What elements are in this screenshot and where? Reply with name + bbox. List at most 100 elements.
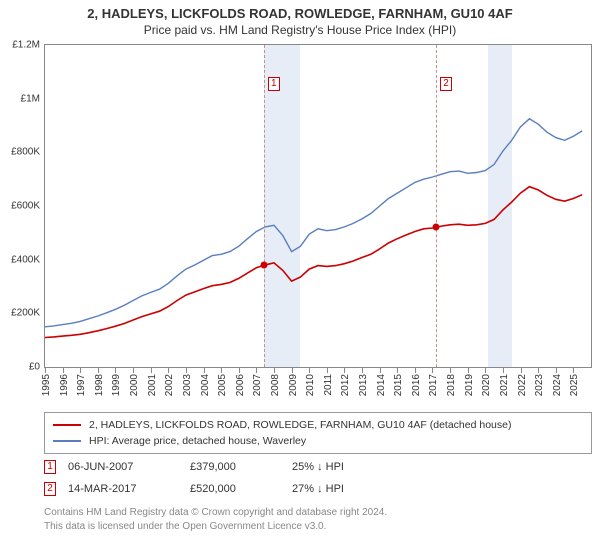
sale-index-box: 1: [44, 460, 56, 474]
x-tick: [256, 368, 257, 373]
sale-vline: [264, 45, 265, 367]
x-tick: [415, 368, 416, 373]
y-tick-label: £200K: [11, 308, 40, 319]
x-tick-label: 2019: [464, 374, 475, 396]
x-tick: [115, 368, 116, 373]
legend-box: 2, HADLEYS, LICKFOLDS ROAD, ROWLEDGE, FA…: [44, 412, 592, 454]
x-tick: [204, 368, 205, 373]
legend-item: HPI: Average price, detached house, Wave…: [53, 433, 583, 449]
x-tick: [151, 368, 152, 373]
sales-list: 1 06-JUN-2007 £379,000 25% ↓ HPI 2 14-MAR-201…: [44, 456, 592, 500]
x-tick: [468, 368, 469, 373]
sale-price: £520,000: [190, 483, 280, 495]
chart-titles: 2, HADLEYS, LICKFOLDS ROAD, ROWLEDGE, FA…: [0, 0, 600, 37]
legend-swatch: [53, 440, 81, 442]
x-tick-label: 2021: [499, 374, 510, 396]
x-tick-label: 2001: [147, 374, 158, 396]
x-tick: [521, 368, 522, 373]
x-tick: [186, 368, 187, 373]
sale-dot: [260, 262, 267, 269]
legend-label: 2, HADLEYS, LICKFOLDS ROAD, ROWLEDGE, FA…: [89, 419, 511, 431]
x-tick-label: 2018: [446, 374, 457, 396]
sale-marker-label: 2: [440, 77, 452, 91]
legend-label: HPI: Average price, detached house, Wave…: [89, 435, 306, 447]
x-tick-label: 2000: [129, 374, 140, 396]
sale-date: 06-JUN-2007: [68, 461, 178, 473]
x-tick-label: 2020: [481, 374, 492, 396]
x-tick-label: 1998: [94, 374, 105, 396]
series-subject: [45, 187, 582, 338]
x-tick: [503, 368, 504, 373]
x-tick: [309, 368, 310, 373]
sale-dot: [433, 224, 440, 231]
y-tick-label: £400K: [11, 254, 40, 265]
line-series-svg: [45, 45, 591, 367]
x-tick-label: 2005: [217, 374, 228, 396]
x-tick-label: 2010: [305, 374, 316, 396]
x-tick: [380, 368, 381, 373]
x-tick: [573, 368, 574, 373]
sale-date: 14-MAR-2017: [68, 483, 178, 495]
x-tick: [327, 368, 328, 373]
x-tick: [239, 368, 240, 373]
y-axis: £0£200K£400K£600K£800K£1M£1.2M: [0, 44, 44, 368]
sale-row: 2 14-MAR-2017 £520,000 27% ↓ HPI: [44, 478, 592, 500]
y-tick-label: £1M: [21, 93, 40, 104]
x-tick-label: 2015: [393, 374, 404, 396]
x-tick: [344, 368, 345, 373]
y-tick-label: £1.2M: [12, 40, 40, 51]
legend-swatch: [53, 424, 81, 426]
x-tick: [45, 368, 46, 373]
legend-item: 2, HADLEYS, LICKFOLDS ROAD, ROWLEDGE, FA…: [53, 417, 583, 433]
sale-delta-vs-hpi: 27% ↓ HPI: [292, 483, 412, 495]
x-tick: [397, 368, 398, 373]
x-tick: [485, 368, 486, 373]
sale-row: 1 06-JUN-2007 £379,000 25% ↓ HPI: [44, 456, 592, 478]
x-tick-label: 2017: [428, 374, 439, 396]
x-tick-label: 1997: [76, 374, 87, 396]
x-tick-label: 1995: [41, 374, 52, 396]
x-tick-label: 2003: [182, 374, 193, 396]
x-tick-label: 2016: [411, 374, 422, 396]
plot-area: 12: [44, 44, 592, 368]
x-axis: 1995 1996 1997 1998 1999 2000 2001 2002 2003 2004…: [44, 368, 592, 404]
x-tick: [133, 368, 134, 373]
x-tick-label: 2009: [288, 374, 299, 396]
series-hpi: [45, 119, 582, 327]
x-tick-label: 2023: [534, 374, 545, 396]
sale-vline: [436, 45, 437, 367]
x-tick-label: 2004: [200, 374, 211, 396]
chart-area: £0£200K£400K£600K£800K£1M£1.2M 12 199519…: [0, 44, 600, 404]
x-tick: [221, 368, 222, 373]
x-tick: [538, 368, 539, 373]
x-tick-label: 1996: [59, 374, 70, 396]
x-tick-label: 2013: [358, 374, 369, 396]
x-tick: [450, 368, 451, 373]
x-tick: [432, 368, 433, 373]
y-tick-label: £800K: [11, 147, 40, 158]
x-tick-label: 2014: [376, 374, 387, 396]
x-tick-label: 1999: [111, 374, 122, 396]
footer-line-1: Contains HM Land Registry data © Crown c…: [44, 506, 592, 520]
x-tick-label: 2012: [340, 374, 351, 396]
sale-marker-label: 1: [268, 77, 280, 91]
x-tick: [63, 368, 64, 373]
x-tick-label: 2008: [270, 374, 281, 396]
sale-index-box: 2: [44, 482, 56, 496]
x-tick: [80, 368, 81, 373]
x-tick-label: 2006: [235, 374, 246, 396]
x-tick-label: 2022: [517, 374, 528, 396]
sale-price: £379,000: [190, 461, 280, 473]
x-tick: [168, 368, 169, 373]
x-tick: [274, 368, 275, 373]
title-address: 2, HADLEYS, LICKFOLDS ROAD, ROWLEDGE, FA…: [0, 6, 600, 21]
x-tick-label: 2024: [552, 374, 563, 396]
x-tick: [98, 368, 99, 373]
x-tick: [362, 368, 363, 373]
footer-attribution: Contains HM Land Registry data © Crown c…: [44, 506, 592, 533]
title-subtitle: Price paid vs. HM Land Registry's House …: [0, 23, 600, 37]
x-tick-label: 2002: [164, 374, 175, 396]
sale-delta-vs-hpi: 25% ↓ HPI: [292, 461, 412, 473]
x-tick: [292, 368, 293, 373]
footer-line-2: This data is licensed under the Open Gov…: [44, 520, 592, 534]
